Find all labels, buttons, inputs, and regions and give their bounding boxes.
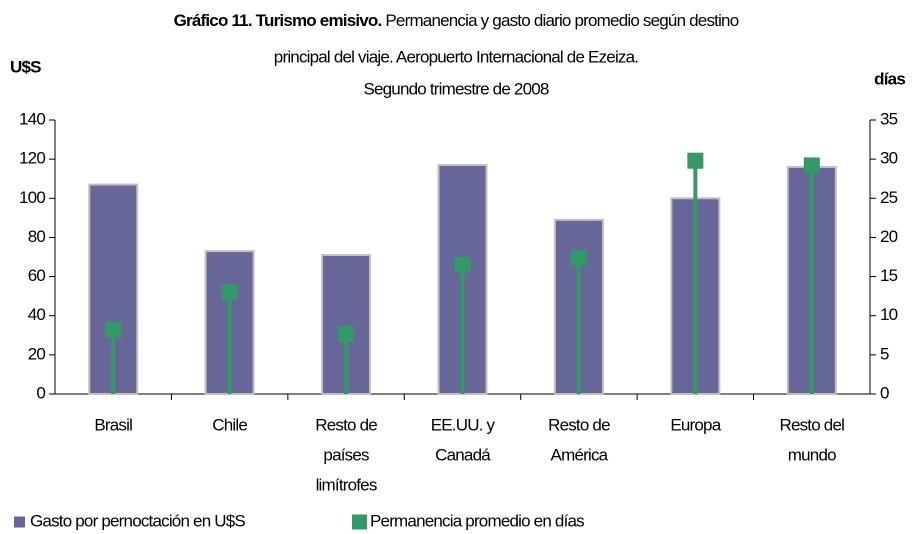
x-tick-label: Canadá [435,445,491,464]
x-tick-label: Europa [670,415,721,434]
y2-tick-label: 25 [880,188,898,207]
y-tick-label: 140 [19,109,45,128]
y-tick-label: 40 [28,305,46,324]
y-tick-label: 120 [19,149,45,168]
x-tick-label: América [551,445,609,464]
marker [338,325,355,342]
x-tick-label: limítrofes [316,475,377,494]
chart-subtitle: Segundo trimestre de 2008 [363,79,548,98]
y-tick-label: 60 [28,266,46,285]
y2-tick-label: 30 [880,149,898,168]
legend-swatch [14,516,25,528]
y2-tick-label: 35 [880,109,898,128]
y-tick-label: 80 [28,227,46,246]
y2-tick-label: 10 [880,305,898,324]
y2-tick-label: 20 [880,227,898,246]
y-tick-label: 0 [36,383,45,402]
marker [803,157,820,174]
y-tick-label: 20 [28,344,46,363]
x-tick-label: Resto del [779,415,844,434]
legend-label: Permanencia promedio en días [370,511,584,530]
y-tick-label: 100 [19,188,45,207]
chart-title: Gráfico 11. Turismo emisivo. [174,11,382,30]
marker [221,284,238,301]
legend-swatch [352,514,367,530]
marker [570,249,587,266]
x-tick-label: Brasil [94,415,132,434]
x-tick-label: Resto de [315,415,377,434]
marker [454,256,471,273]
x-tick-label: Chile [212,415,247,434]
chart-subtitle: Permanencia y gasto diario promedio segú… [385,11,738,30]
x-tick-label: países [323,445,369,464]
chart-subtitle: principal del viaje. Aeropuerto Internac… [274,47,638,66]
x-tick-label: EE.UU. y [431,415,496,434]
legend-label: Gasto por pernoctación en U$S [30,511,245,530]
y2-axis-label: días [874,69,905,88]
y-axis-label: U$S [10,57,41,76]
marker [105,321,122,338]
y2-tick-label: 5 [880,344,889,363]
x-tick-label: Resto de [548,415,610,434]
y2-tick-label: 15 [880,266,898,285]
marker [687,152,704,169]
chart-title-line: Gráfico 11. Turismo emisivo. Permanencia… [174,11,739,30]
y2-tick-label: 0 [880,383,889,402]
x-tick-label: mundo [788,445,836,464]
